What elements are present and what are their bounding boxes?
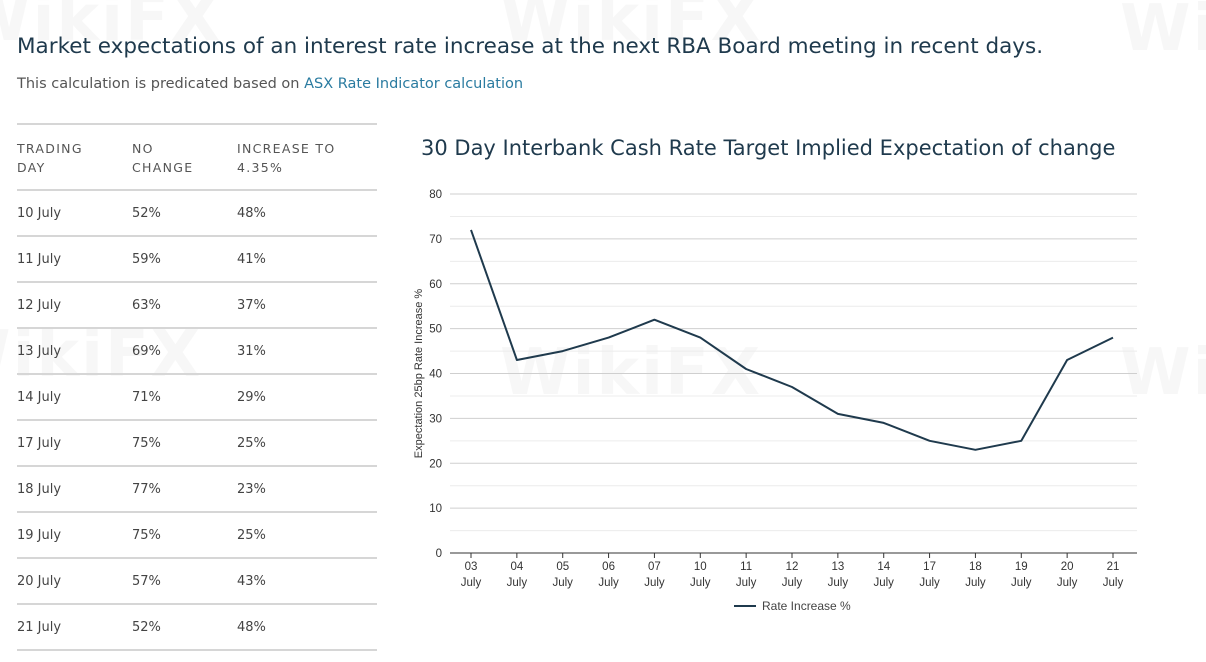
chart-title: 30 Day Interbank Cash Rate Target Implie… xyxy=(421,136,1116,160)
column-header-trading-day: TRADING DAY xyxy=(17,123,132,191)
page-title: Market expectations of an interest rate … xyxy=(17,34,1044,59)
y-axis-label: Expectation 25bp Rate Increase % xyxy=(413,289,425,459)
cell-day: 12 July xyxy=(17,282,132,329)
cell-increase: 41% xyxy=(237,236,377,283)
table-row: 13 July 69% 31% xyxy=(17,328,377,375)
cell-increase: 25% xyxy=(237,512,377,559)
table-body: 10 July 52% 48% 11 July 59% 41% 12 July 63% 37… xyxy=(17,190,377,651)
table-row: 12 July 63% 37% xyxy=(17,282,377,329)
asx-rate-indicator-link[interactable]: ASX Rate Indicator calculation xyxy=(304,76,524,92)
cell-increase: 37% xyxy=(237,282,377,329)
cell-increase: 29% xyxy=(237,374,377,421)
y-tick-label: 10 xyxy=(429,503,442,515)
x-tick-label: 05 July xyxy=(552,561,573,589)
y-tick-label: 60 xyxy=(429,279,442,291)
x-tick-label: 14 July xyxy=(873,561,894,589)
y-tick-label: 30 xyxy=(429,413,442,425)
cell-day: 10 July xyxy=(17,190,132,237)
x-tick-label: 07 July xyxy=(644,561,665,589)
y-tick-label: 0 xyxy=(436,548,442,560)
series-line-rate-increase xyxy=(470,229,1114,451)
legend-label: Rate Increase % xyxy=(762,599,851,613)
x-tick-label: 19 July xyxy=(1011,561,1032,589)
y-tick-label: 70 xyxy=(429,234,442,246)
table-row: 19 July 75% 25% xyxy=(17,512,377,559)
x-tick-label: 10 July xyxy=(690,561,711,589)
cell-no-change: 57% xyxy=(132,558,237,605)
cell-no-change: 75% xyxy=(132,512,237,559)
line-chart: 0 10 20 30 40 50 60 70 80 03 July 04 July 05 July 06 Ju… xyxy=(413,189,1137,613)
cell-no-change: 71% xyxy=(132,374,237,421)
x-tick-label: 17 July xyxy=(919,561,940,589)
cell-increase: 31% xyxy=(237,328,377,375)
y-axis-ticks: 0 10 20 30 40 50 60 70 80 xyxy=(429,189,442,560)
x-tick-label: 11 July xyxy=(736,561,757,589)
cell-day: 11 July xyxy=(17,236,132,283)
cell-day: 18 July xyxy=(17,466,132,513)
table-row: 20 July 57% 43% xyxy=(17,558,377,605)
cell-no-change: 52% xyxy=(132,190,237,237)
cell-increase: 48% xyxy=(237,190,377,237)
table-header-row: TRADING DAY NO CHANGE INCREASE TO 4.35% xyxy=(17,123,377,191)
cell-day: 13 July xyxy=(17,328,132,375)
y-tick-label: 80 xyxy=(429,189,442,201)
x-tick-label: 18 July xyxy=(965,561,986,589)
cell-day: 14 July xyxy=(17,374,132,421)
x-tick-label: 03 July xyxy=(461,561,482,589)
cell-day: 20 July xyxy=(17,558,132,605)
column-header-no-change: NO CHANGE xyxy=(132,123,237,191)
table-row: 10 July 52% 48% xyxy=(17,190,377,237)
table-row: 18 July 77% 23% xyxy=(17,466,377,513)
table-row: 21 July 52% 48% xyxy=(17,604,377,651)
cell-increase: 43% xyxy=(237,558,377,605)
x-tick-label: 04 July xyxy=(507,561,528,589)
cell-no-change: 75% xyxy=(132,420,237,467)
table-row: 17 July 75% 25% xyxy=(17,420,377,467)
cell-no-change: 77% xyxy=(132,466,237,513)
cell-day: 17 July xyxy=(17,420,132,467)
y-tick-label: 50 xyxy=(429,324,442,336)
chart-legend: Rate Increase % xyxy=(734,599,851,613)
cell-no-change: 52% xyxy=(132,604,237,651)
cell-day: 21 July xyxy=(17,604,132,651)
cell-increase: 48% xyxy=(237,604,377,651)
chart-gridlines xyxy=(450,193,1137,532)
cell-no-change: 69% xyxy=(132,328,237,375)
y-tick-label: 20 xyxy=(429,458,442,470)
x-axis-ticks: 03 July 04 July 05 July 06 July 07 July 10 July 11 Ju… xyxy=(461,553,1124,589)
table-row: 11 July 59% 41% xyxy=(17,236,377,283)
watermark: WikiFX xyxy=(1120,0,1206,66)
cell-increase: 23% xyxy=(237,466,377,513)
column-header-increase: INCREASE TO 4.35% xyxy=(237,123,377,191)
x-tick-label: 06 July xyxy=(598,561,619,589)
cell-day: 19 July xyxy=(17,512,132,559)
x-tick-label: 20 July xyxy=(1057,561,1078,589)
expectations-table: TRADING DAY NO CHANGE INCREASE TO 4.35% 10 … xyxy=(17,123,377,651)
cell-increase: 25% xyxy=(237,420,377,467)
page-subtitle: This calculation is predicated based on … xyxy=(17,76,523,92)
cell-no-change: 59% xyxy=(132,236,237,283)
y-tick-label: 40 xyxy=(429,369,442,381)
table-row: 14 July 71% 29% xyxy=(17,374,377,421)
x-tick-label: 21 July xyxy=(1103,561,1124,589)
x-tick-label: 13 July xyxy=(828,561,849,589)
subtitle-text: This calculation is predicated based on xyxy=(17,76,305,92)
cell-no-change: 63% xyxy=(132,282,237,329)
x-tick-label: 12 July xyxy=(782,561,803,589)
